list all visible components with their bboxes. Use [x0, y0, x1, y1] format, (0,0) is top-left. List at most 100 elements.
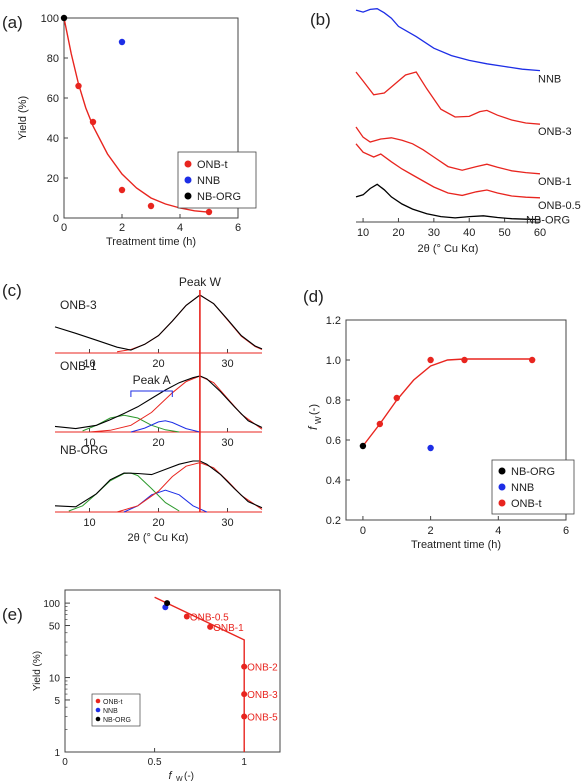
- panel-b-series-label: NNB: [538, 74, 561, 86]
- panel-c-peak-w-fit: [116, 462, 263, 513]
- panel-d-ytick-label: 0.8: [326, 395, 341, 407]
- panel-b-series-label: ONB-0.5: [538, 200, 581, 212]
- panel-d-point-nb-org: [359, 442, 367, 450]
- panel-c-xlabel: 2θ (° Cu Kα): [128, 532, 189, 544]
- panel-d-point-onb-t: [528, 356, 536, 364]
- panel-b-xtick-label: 30: [428, 227, 440, 239]
- panel-e-point-onb-t: [183, 613, 190, 620]
- panel-a-xtick-label: 0: [61, 222, 67, 234]
- panel-c-pattern: [54, 294, 263, 351]
- panel-a-ytick-label: 0: [53, 213, 59, 225]
- panel-c-peak-a-green: [68, 472, 180, 512]
- panel-d-xtick-label: 2: [428, 525, 434, 537]
- panel-a-xtick-label: 4: [177, 222, 183, 234]
- panel-c-label: (c): [2, 281, 22, 300]
- panel-a-point-onb-t: [75, 82, 82, 90]
- panel-d-xtick-label: 0: [360, 525, 366, 537]
- panel-b-xtick-label: 20: [392, 227, 404, 239]
- panel-e-xtick-label: 0.5: [148, 757, 162, 768]
- panel-a-legend-entry: NNB: [197, 175, 220, 187]
- panel-d-legend-marker: [498, 499, 506, 507]
- panel-e-point-onb-t: [241, 713, 248, 720]
- panel-e-ytick-label: 50: [49, 622, 61, 633]
- panel-a-legend-marker: [184, 192, 192, 200]
- panel-a-point-onb-t: [147, 202, 155, 210]
- panel-e-xlabel-f: f: [168, 770, 172, 782]
- panel-c-xtick-label: 30: [221, 517, 233, 529]
- panel-d-label: (d): [303, 287, 324, 306]
- panel-e-legend-entry: NB-ORG: [103, 717, 131, 724]
- panel-a-ytick-label: 40: [47, 133, 59, 145]
- panel-e-legend-marker: [95, 716, 101, 722]
- panel-d-point-onb-t: [427, 356, 434, 364]
- panel-d-legend-entry: NB-ORG: [511, 466, 555, 478]
- panel-e-legend-marker: [95, 698, 101, 704]
- panel-d-legend-entry: ONB-t: [511, 498, 542, 510]
- panel-b-xrd-patterns: 10 20 30 40 50 60 (b) 2θ (° Cu Kα) NNB ONB-3 ONB-1…: [310, 8, 581, 255]
- panel-c-peak-w-label: Peak W: [179, 275, 222, 289]
- panel-e-point-label: ONB-1: [213, 623, 244, 634]
- panel-e-legend-marker: [95, 707, 101, 713]
- panel-d-point-onb-t: [376, 420, 384, 428]
- panel-e-ytick-label: 100: [43, 599, 60, 610]
- panel-e-point-onb-t: [207, 623, 214, 630]
- panel-c-xtick-label: 20: [152, 517, 164, 529]
- panel-a-ytick-label: 100: [41, 13, 59, 25]
- panel-e-label: (e): [2, 605, 23, 624]
- panel-d-fit-curve: [362, 358, 533, 447]
- panel-a-frame: [63, 17, 239, 219]
- panel-d-ytick-label: 1.2: [326, 315, 341, 327]
- panel-a-point-nnb: [118, 38, 126, 46]
- panel-a-point-onb-t: [205, 208, 213, 216]
- panel-b-series-label: NB-ORG: [526, 215, 570, 227]
- panel-d-fw-vs-time: 0 2 4 6 0.2 0.4 0.6 0.8 1.0 1.2(d) Treatment time …: [303, 287, 575, 551]
- panel-a-ytick-label: 80: [47, 53, 59, 65]
- panel-e-ylabel: Yield (%): [32, 651, 43, 691]
- panel-c-peak-w-fit: [117, 294, 263, 353]
- panel-e-ytick-label: 5: [54, 696, 60, 707]
- panel-a-point-onb-t: [89, 118, 97, 126]
- panel-c-xtick-label: 20: [152, 358, 164, 370]
- panel-b-xtick-label: 10: [357, 227, 369, 239]
- panel-d-point-onb-t: [393, 394, 400, 402]
- panel-e-xtick-label: 1: [241, 757, 247, 768]
- panel-b-pattern-onb-3: [355, 71, 541, 125]
- panel-d-legend-marker: [498, 483, 506, 491]
- panel-e-ytick-label: 1: [54, 748, 60, 759]
- panel-d-point-onb-t: [461, 356, 468, 364]
- panel-d-legend-entry: NNB: [511, 482, 534, 494]
- panel-e-frame: [64, 589, 281, 753]
- panel-c-pattern: [54, 375, 263, 430]
- panel-a-legend-entry: NB-ORG: [197, 191, 241, 203]
- panel-e-point-onb-t: [241, 663, 248, 670]
- panel-c-xtick-label: 10: [83, 358, 95, 370]
- panel-a-xlabel: Treatment time (h): [106, 236, 196, 248]
- panel-c-sample-label: NB-ORG: [60, 443, 108, 457]
- panel-e-xtick-label: 0: [62, 757, 68, 768]
- panel-d-ylabel-f: f: [306, 425, 320, 430]
- panel-c-pattern: [54, 460, 263, 509]
- panel-e-xlabel-unit: (-): [184, 771, 194, 782]
- panel-c-xtick-label: 30: [221, 358, 233, 370]
- panel-d-xtick-label: 6: [563, 525, 569, 537]
- panel-b-pattern-nb-org: [355, 183, 541, 221]
- panel-c-sample-label: ONB-3: [60, 298, 97, 312]
- panel-a-legend-marker: [184, 176, 192, 184]
- panel-c-xtick-label: 10: [83, 517, 95, 529]
- panel-d-ylabel-sub: W: [314, 416, 323, 424]
- panel-d-frame: [345, 319, 567, 521]
- panel-e-xlabel-sub: W: [176, 776, 183, 782]
- panel-c-peak-a-bracket: [130, 390, 173, 397]
- panel-e-point-label: ONB-3: [247, 690, 278, 701]
- panel-c-peak-blue: [123, 489, 208, 513]
- panel-b-label: (b): [310, 10, 331, 29]
- panel-a-ytick-label: 20: [47, 173, 59, 185]
- panel-e-point-label: ONB-2: [247, 663, 278, 674]
- panel-a-point-nb-org: [60, 14, 68, 22]
- panel-e-point-label: ONB-5: [247, 712, 278, 723]
- panel-e-legend-entry: ONB-t: [103, 699, 123, 706]
